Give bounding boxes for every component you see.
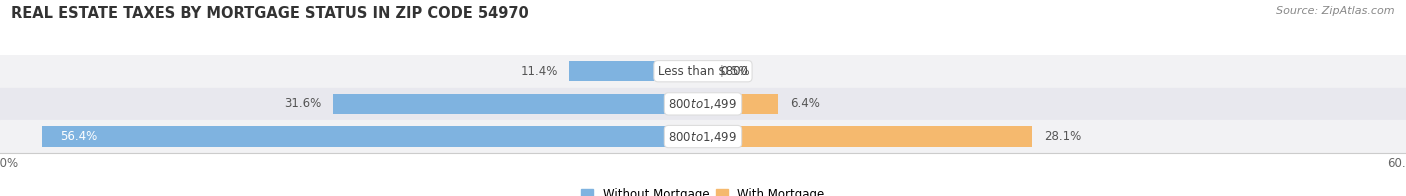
Legend: Without Mortgage, With Mortgage: Without Mortgage, With Mortgage [581,188,825,196]
Bar [42,126,703,147]
Bar [569,61,703,81]
Text: $800 to $1,499: $800 to $1,499 [668,130,738,143]
Bar [703,61,709,81]
Text: $800 to $1,499: $800 to $1,499 [668,97,738,111]
Text: 0.5%: 0.5% [721,65,751,78]
Bar [703,126,1032,147]
Text: 6.4%: 6.4% [790,97,820,110]
Text: 28.1%: 28.1% [1043,130,1081,143]
Bar [0,88,1406,120]
Text: Source: ZipAtlas.com: Source: ZipAtlas.com [1277,6,1395,16]
Bar [333,94,703,114]
Text: REAL ESTATE TAXES BY MORTGAGE STATUS IN ZIP CODE 54970: REAL ESTATE TAXES BY MORTGAGE STATUS IN … [11,6,529,21]
Bar [0,120,1406,153]
Text: 31.6%: 31.6% [284,97,321,110]
Text: Less than $800: Less than $800 [658,65,748,78]
Text: 56.4%: 56.4% [59,130,97,143]
Bar [0,55,1406,88]
Bar [703,94,778,114]
Text: 11.4%: 11.4% [520,65,558,78]
